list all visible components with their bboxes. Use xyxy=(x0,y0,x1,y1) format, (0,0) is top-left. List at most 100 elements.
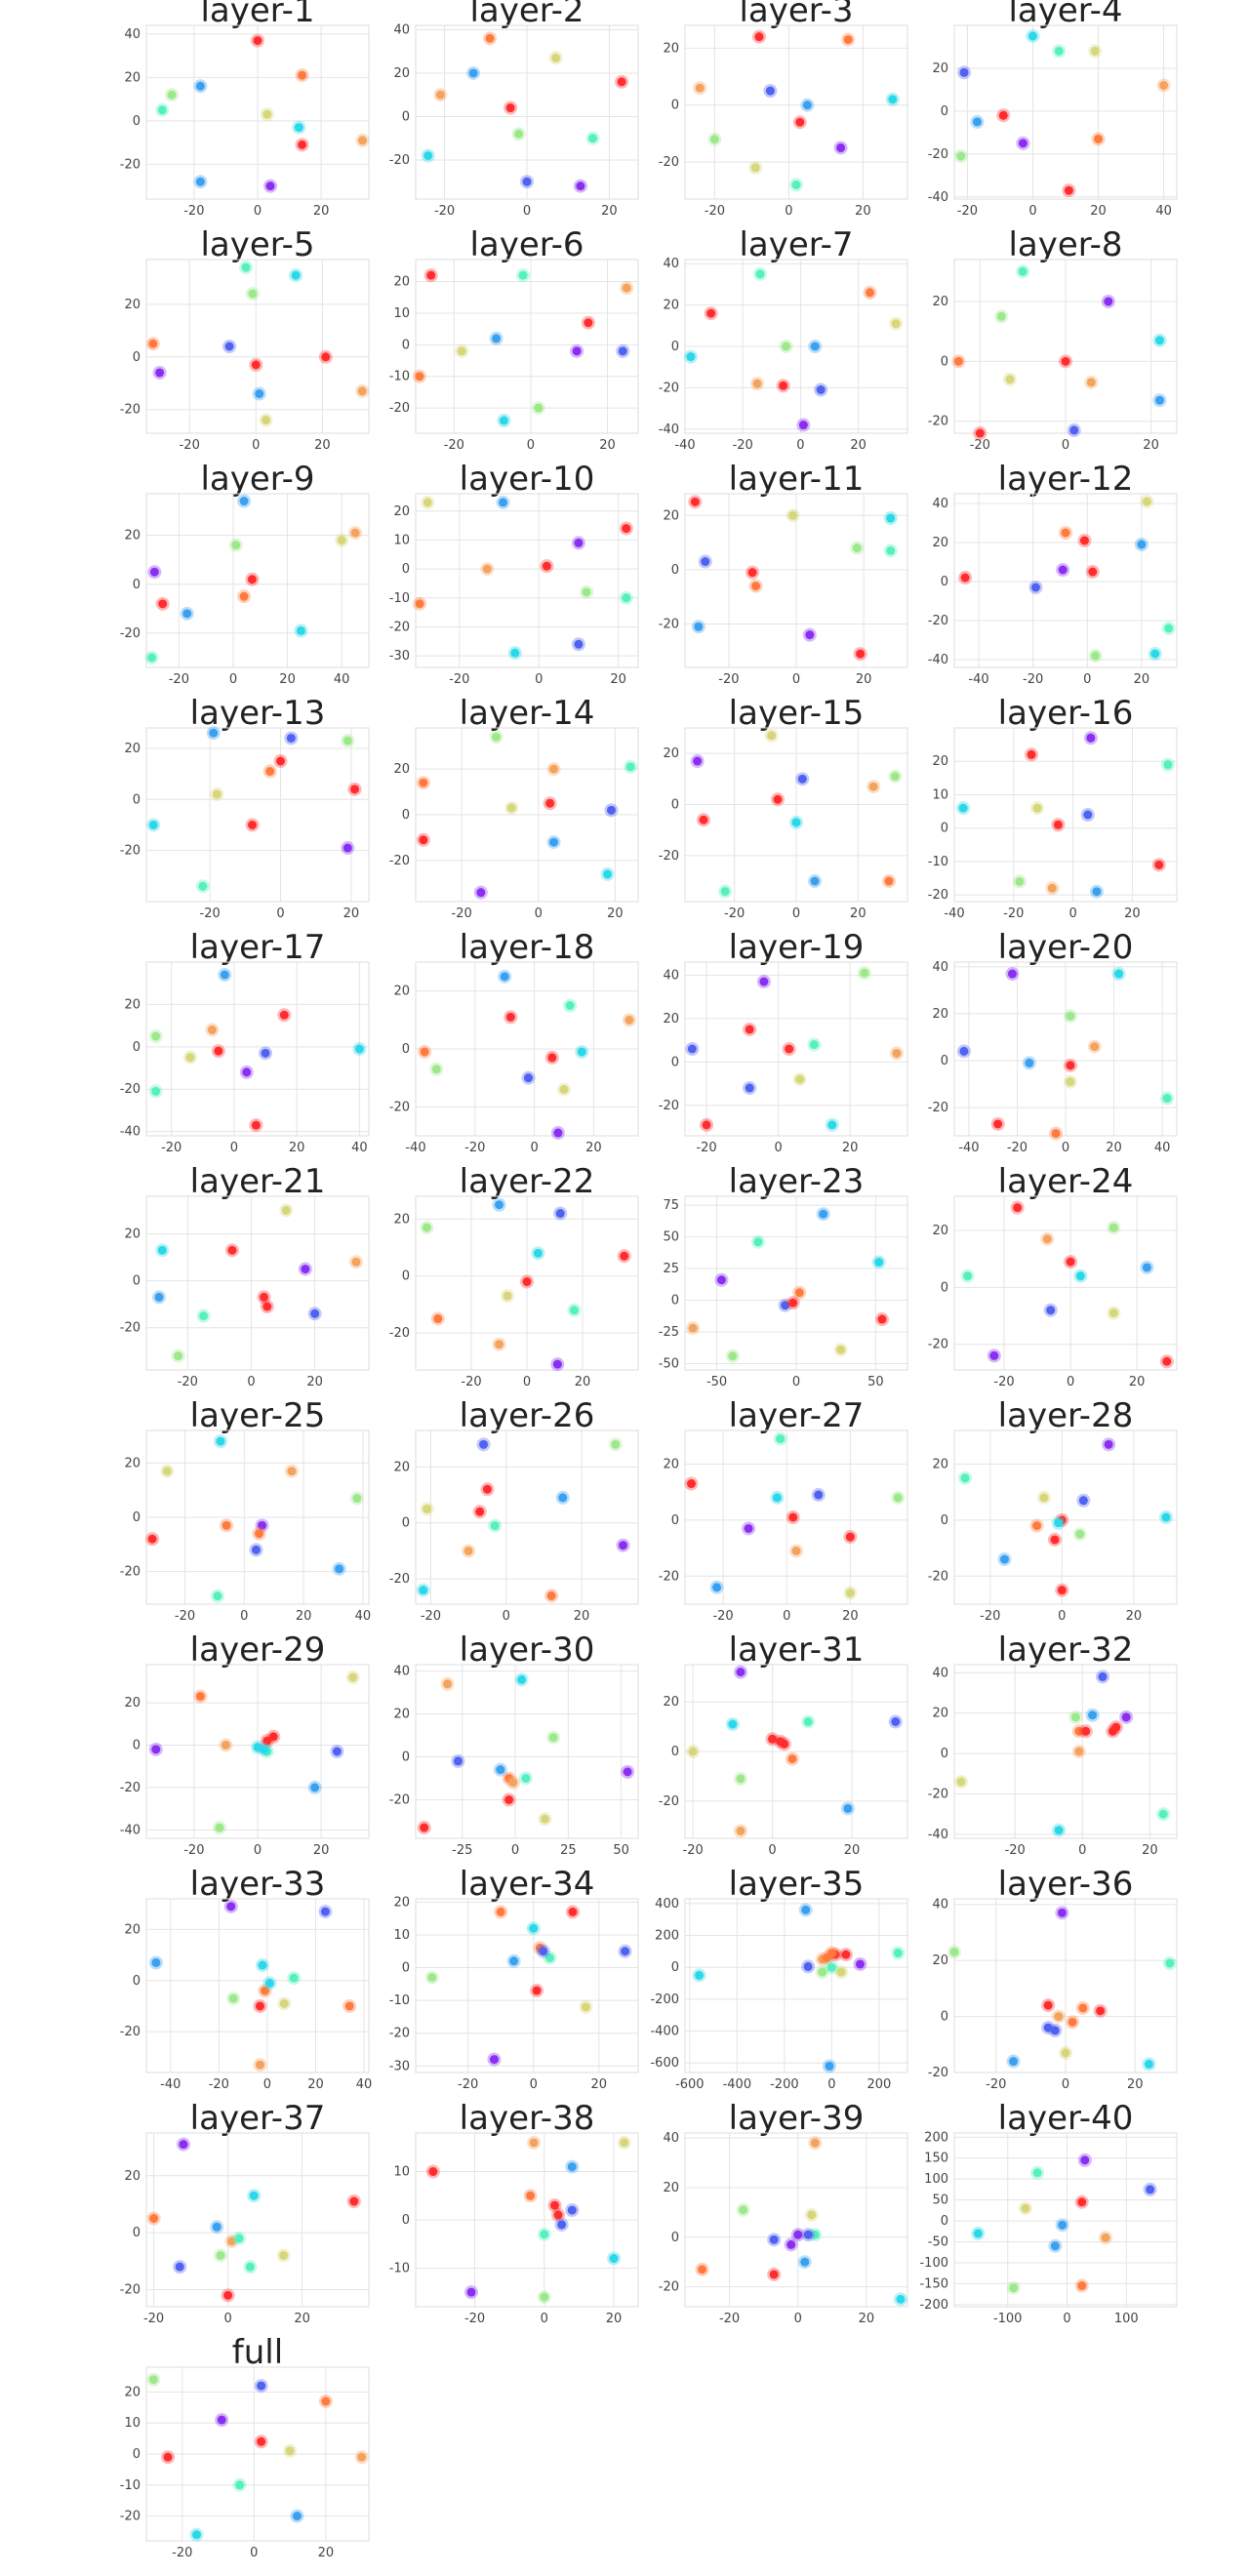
data-point xyxy=(706,308,716,318)
data-point xyxy=(198,881,208,891)
data-point xyxy=(279,1998,289,2008)
y-tick-label: 40 xyxy=(932,1898,948,1912)
subplot-title: layer-16 xyxy=(998,694,1134,733)
y-tick-label: -20 xyxy=(928,2066,948,2080)
x-tick-label: 0 xyxy=(774,1141,782,1155)
data-point xyxy=(788,1298,798,1308)
x-tick-label: 20 xyxy=(1124,906,1141,921)
y-tick-label: 40 xyxy=(393,1665,410,1679)
y-tick-label: -40 xyxy=(928,653,948,667)
data-point xyxy=(810,876,820,886)
y-tick-label: 20 xyxy=(932,536,948,550)
data-point xyxy=(549,764,559,774)
subplot-title: layer-21 xyxy=(190,1162,326,1201)
x-tick-label: 0 xyxy=(511,1843,519,1858)
axes-frame xyxy=(953,259,1178,434)
y-tick-label: -20 xyxy=(659,1099,679,1113)
data-point xyxy=(151,1957,161,1967)
subplot-layer-8: layer-8 -20 0 20 -20 0 20 xyxy=(928,225,1178,453)
data-point xyxy=(148,2375,158,2385)
data-point xyxy=(226,1902,236,1912)
data-point xyxy=(216,2250,225,2260)
y-tick-label: 20 xyxy=(932,61,948,76)
data-point xyxy=(736,1774,745,1784)
data-point xyxy=(158,599,168,609)
data-point xyxy=(1154,860,1164,869)
data-point xyxy=(1053,820,1063,829)
axes-frame xyxy=(415,493,639,668)
subplot-title: layer-5 xyxy=(200,225,314,264)
x-tick-label: -20 xyxy=(180,438,200,453)
y-tick-label: 20 xyxy=(932,754,948,769)
data-point xyxy=(529,1923,539,1933)
subplot-title: layer-32 xyxy=(998,1630,1134,1670)
axes-frame xyxy=(953,1429,1178,1605)
x-tick-label: -40 xyxy=(160,2077,181,2092)
axes-frame xyxy=(684,2132,908,2308)
y-tick-label: -20 xyxy=(928,415,948,429)
data-point xyxy=(1165,1958,1175,1968)
y-tick-label: -20 xyxy=(120,1781,141,1795)
subplot-title: layer-14 xyxy=(460,694,595,733)
data-point xyxy=(179,2140,188,2150)
data-point xyxy=(163,2452,173,2462)
y-tick-label: 20 xyxy=(932,295,948,309)
data-point xyxy=(791,1546,801,1555)
axes-frame xyxy=(684,961,908,1137)
y-tick-label: -40 xyxy=(928,1828,948,1842)
subplot-layer-17: layer-17 -20 0 20 40 -40 -20 0 20 xyxy=(120,928,370,1155)
y-tick-label: -20 xyxy=(120,1565,141,1580)
data-point xyxy=(157,1245,167,1255)
x-tick-label: -20 xyxy=(712,1609,733,1624)
data-point xyxy=(344,2001,354,2011)
data-point xyxy=(843,35,853,45)
y-tick-label: -20 xyxy=(120,157,141,172)
y-tick-label: -20 xyxy=(389,153,410,168)
y-tick-label: 0 xyxy=(133,1274,141,1289)
data-point xyxy=(151,1031,161,1041)
data-point xyxy=(728,1719,738,1729)
subplot-title: layer-34 xyxy=(460,1865,595,1904)
axes-frame xyxy=(684,24,908,200)
data-point xyxy=(505,1012,515,1022)
y-tick-label: 0 xyxy=(941,2010,948,2025)
data-point xyxy=(752,379,762,388)
subplot-title: layer-19 xyxy=(729,928,865,967)
data-point xyxy=(802,101,812,110)
y-tick-label: -10 xyxy=(120,2478,141,2493)
data-point xyxy=(625,762,635,772)
data-point xyxy=(228,1993,238,2003)
y-tick-label: -30 xyxy=(389,2059,410,2073)
data-point xyxy=(1163,760,1173,770)
subplot-title: layer-37 xyxy=(190,2099,326,2138)
data-point xyxy=(162,1467,172,1476)
data-point xyxy=(248,820,258,829)
y-tick-label: -20 xyxy=(120,2282,141,2297)
data-point xyxy=(623,1767,632,1777)
data-point xyxy=(419,1586,428,1595)
data-point xyxy=(695,83,705,93)
data-point xyxy=(1079,536,1089,545)
x-tick-label: -20 xyxy=(1005,1843,1026,1858)
data-point xyxy=(279,2250,289,2260)
data-point xyxy=(550,2200,559,2210)
y-tick-label: 0 xyxy=(671,340,679,354)
data-point xyxy=(772,1493,782,1503)
data-point xyxy=(286,733,296,743)
subplot-layer-39: layer-39 -20 0 20 -20 0 20 40 xyxy=(659,2099,908,2326)
data-point xyxy=(415,599,424,609)
subplot-title: layer-12 xyxy=(998,460,1134,499)
data-point xyxy=(147,653,157,663)
data-point xyxy=(499,416,508,425)
data-point xyxy=(963,1271,973,1281)
data-point xyxy=(1101,2233,1110,2242)
axes-frame xyxy=(953,961,1178,1137)
x-tick-label: -20 xyxy=(172,2546,192,2560)
subplot-title: layer-35 xyxy=(729,1865,865,1904)
data-point xyxy=(827,1120,837,1130)
data-point xyxy=(496,1907,505,1916)
data-point xyxy=(572,346,582,356)
subplot-layer-13: layer-13 -20 0 20 -20 0 20 xyxy=(120,694,370,921)
data-point xyxy=(886,545,896,555)
data-point xyxy=(415,372,424,382)
